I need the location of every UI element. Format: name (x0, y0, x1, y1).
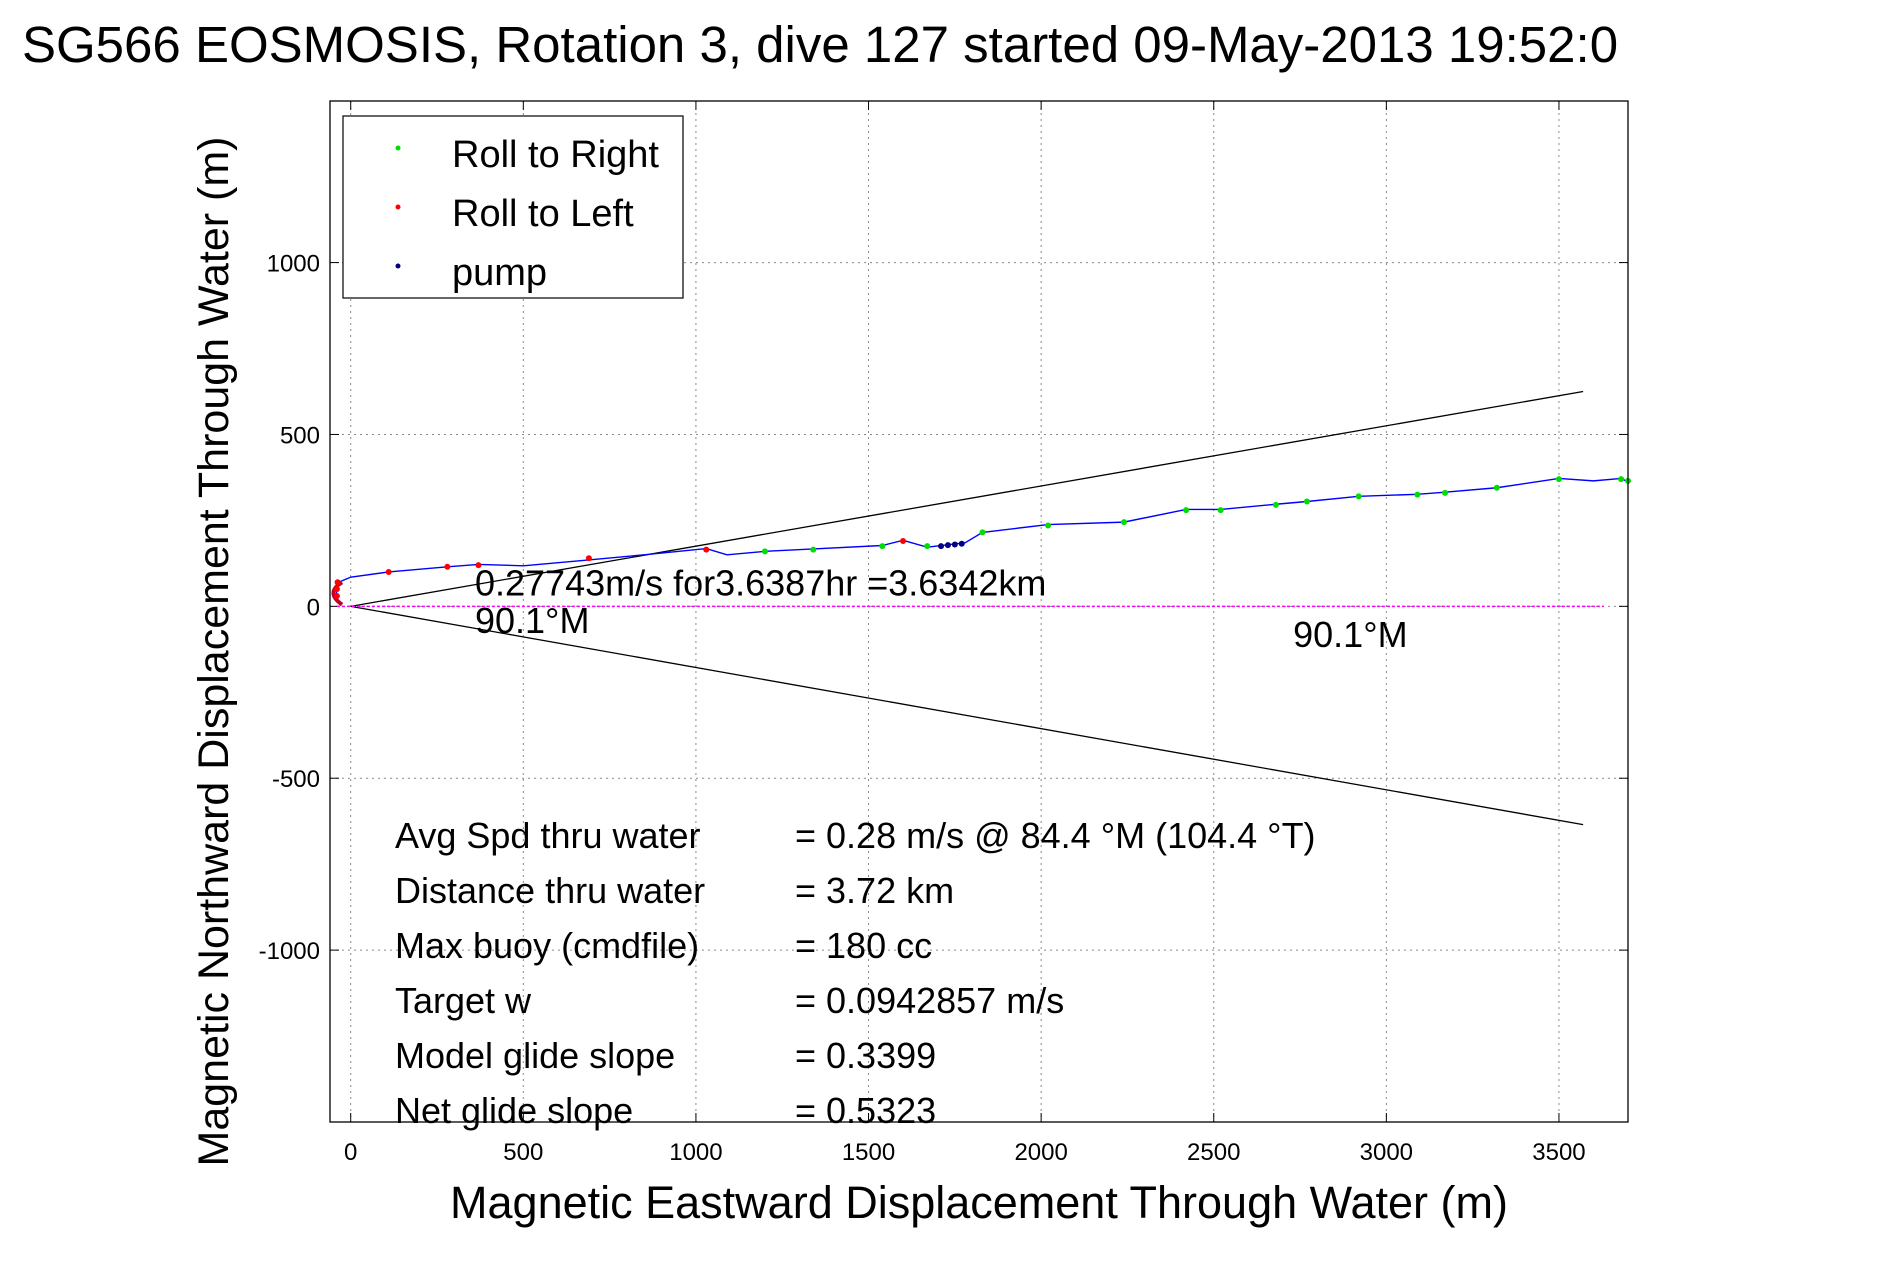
plot-frame (329, 100, 1629, 1123)
axis-ticks: 0 500 1000 1500 2000 2500 3000 3500 -1000 -500 0 50… (259, 101, 1628, 1166)
y-tick-label: -500 (272, 766, 320, 793)
x-tick-label: 500 (503, 1139, 543, 1166)
heading-right: 90.1°M (1293, 614, 1407, 655)
data-point (1442, 489, 1449, 496)
data-point (944, 542, 951, 549)
y-tick-label: 0 (307, 594, 320, 621)
data-point (924, 543, 931, 550)
y-tick-label: 1000 (267, 251, 320, 278)
x-tick-label: 1000 (669, 1139, 722, 1166)
x-tick-label: 3000 (1360, 1139, 1413, 1166)
data-point (1618, 476, 1625, 483)
data-point (444, 563, 451, 570)
data-point (1217, 507, 1224, 514)
data-point (475, 562, 482, 569)
cone-line (350, 390, 1584, 607)
data-point (761, 548, 768, 555)
legend-label: pump (452, 252, 547, 294)
stat-value: = 180 cc (795, 925, 932, 966)
stat-label: Net glide slope (395, 1090, 633, 1131)
stats-block: Avg Spd thru water = 0.28 m/s @ 84.4 °M (… (395, 815, 1316, 1131)
x-tick-label: 1500 (842, 1139, 895, 1166)
data-point (958, 540, 965, 547)
data-point (333, 586, 340, 593)
data-point (1045, 522, 1052, 529)
stat-label: Target w (395, 980, 532, 1021)
stat-value: = 0.3399 (795, 1035, 936, 1076)
data-point (385, 568, 392, 575)
legend-marker (395, 145, 401, 151)
chart-title: SG566 EOSMOSIS, Rotation 3, dive 127 sta… (22, 16, 1618, 73)
data-point (879, 543, 886, 550)
data-point (1414, 491, 1421, 498)
data-point (703, 546, 710, 553)
data-point (1555, 476, 1562, 483)
data-point (1183, 507, 1190, 514)
y-axis-label: Magnetic Northward Displacement Through … (190, 137, 238, 1167)
data-point (334, 579, 341, 586)
data-point (1493, 484, 1500, 491)
data-point (810, 546, 817, 553)
stat-value: = 0.28 m/s @ 84.4 °M (104.4 °T) (795, 815, 1316, 856)
cone-line (350, 605, 1584, 826)
data-point (1303, 498, 1310, 505)
y-tick-label: -1000 (259, 938, 320, 965)
stat-label: Distance thru water (395, 870, 705, 911)
stat-value: = 3.72 km (795, 870, 954, 911)
data-point (1120, 519, 1127, 526)
data-point (938, 543, 945, 550)
legend-label: Roll to Left (452, 193, 634, 235)
x-tick-label: 2500 (1187, 1139, 1240, 1166)
data-point (1355, 493, 1362, 500)
stat-value: = 0.5323 (795, 1090, 936, 1131)
data-point (979, 529, 986, 536)
reference-lines (336, 390, 1604, 826)
legend: Roll to Right Roll to Left pump (342, 115, 684, 299)
stat-label: Model glide slope (395, 1035, 675, 1076)
data-point (900, 538, 907, 545)
x-axis-label: Magnetic Eastward Displacement Through W… (450, 1177, 1508, 1228)
y-tick-label: 500 (280, 422, 320, 449)
legend-marker (395, 204, 401, 210)
legend-marker (395, 263, 401, 269)
legend-label: Roll to Right (452, 134, 659, 176)
x-tick-label: 2000 (1014, 1139, 1067, 1166)
x-tick-label: 3500 (1532, 1139, 1585, 1166)
stat-label: Avg Spd thru water (395, 815, 701, 856)
data-point (1272, 501, 1279, 508)
data-point (585, 555, 592, 562)
data-point (333, 593, 340, 600)
data-point (951, 541, 958, 548)
speed-annotation: 0.27743m/s for3.6387hr =3.6342km (475, 562, 1046, 603)
x-tick-label: 0 (344, 1139, 357, 1166)
stat-label: Max buoy (cmdfile) (395, 925, 699, 966)
heading-left: 90.1°M (475, 600, 589, 641)
stat-value: = 0.0942857 m/s (795, 980, 1064, 1021)
